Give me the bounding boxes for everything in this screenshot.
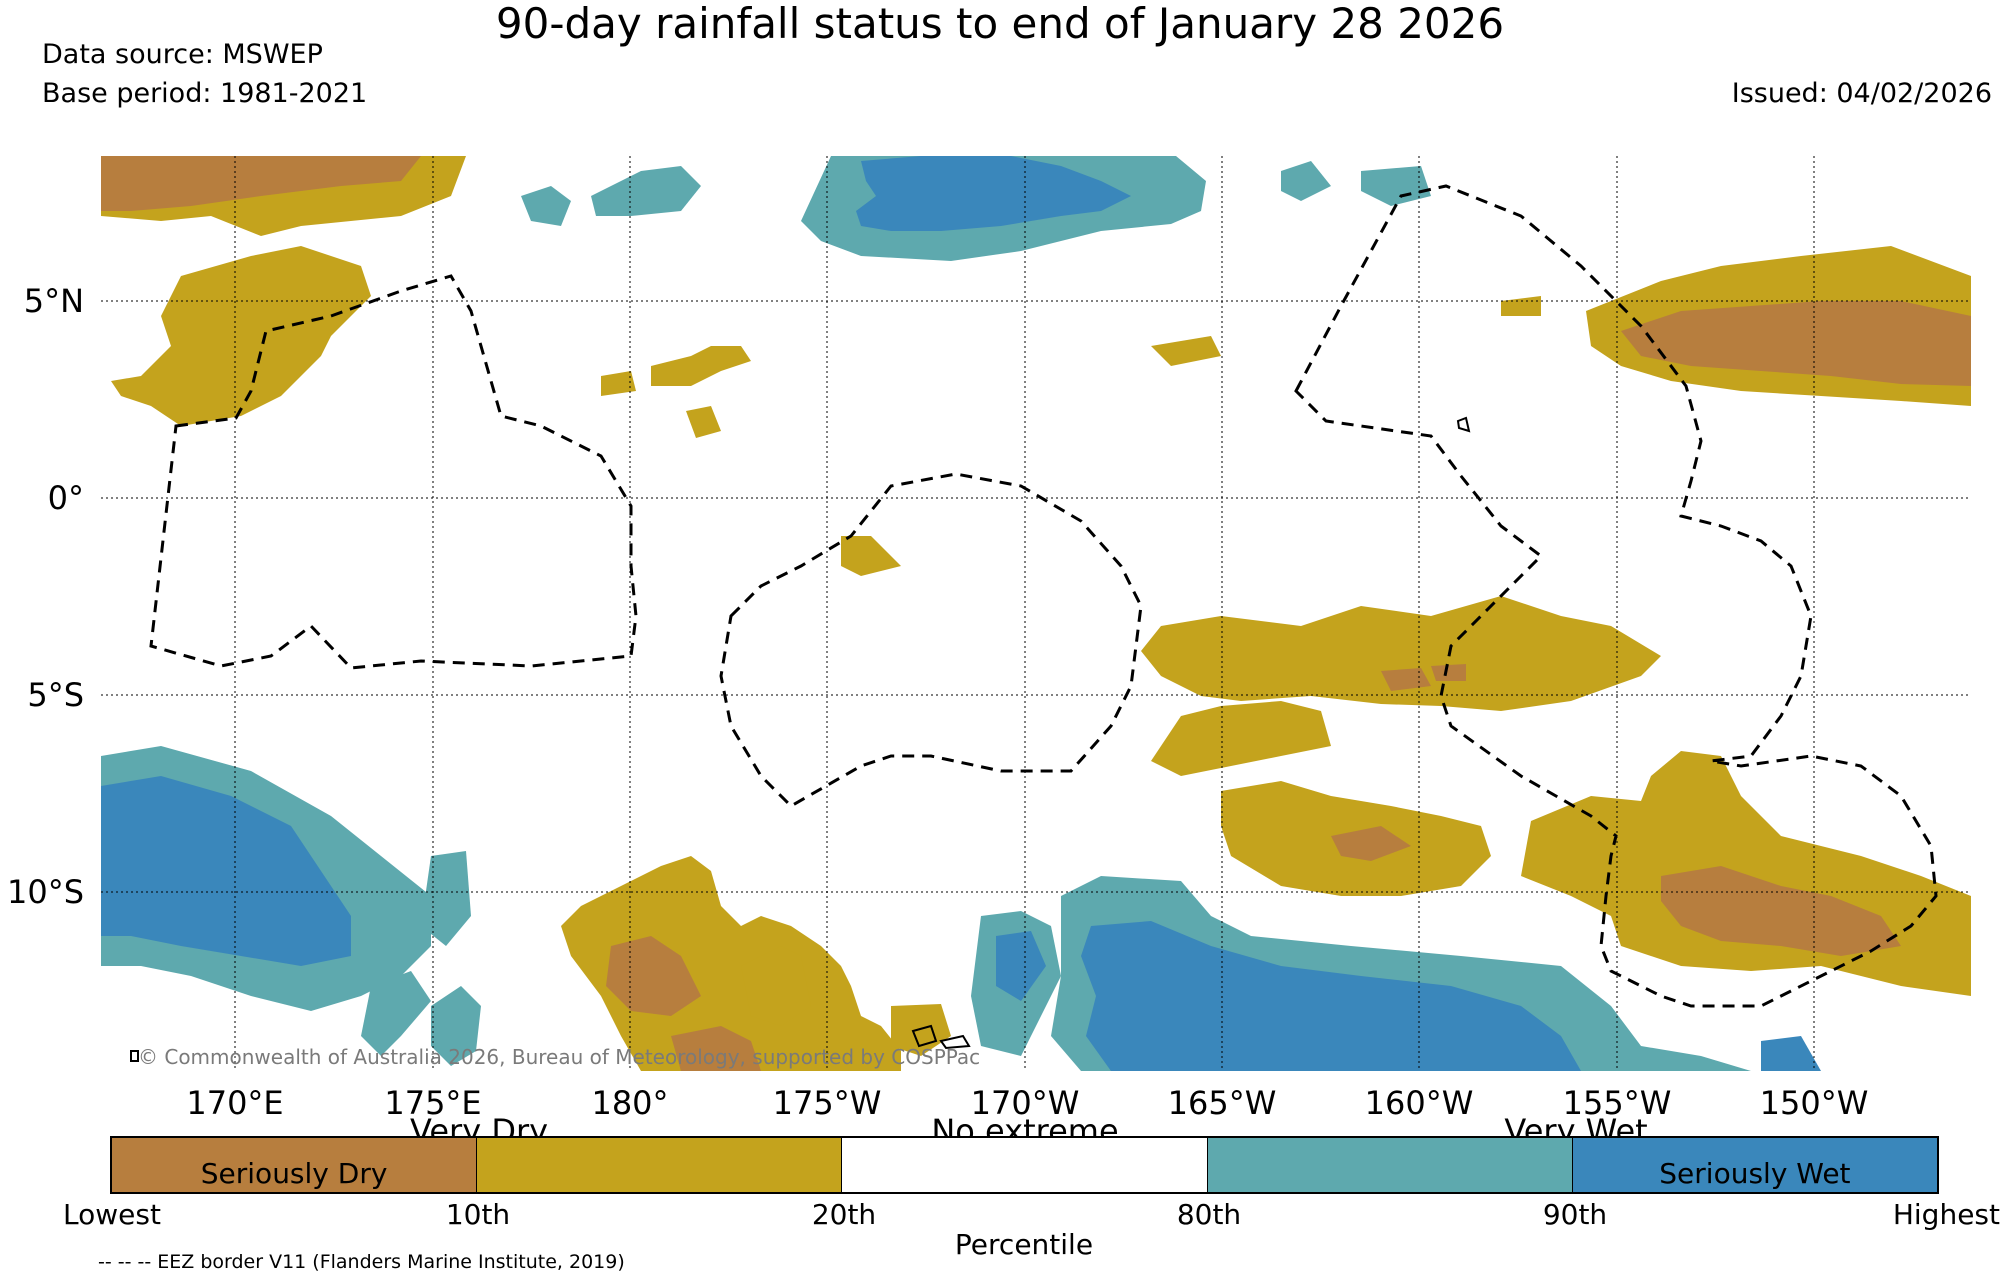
base-period-label: Base period: 1981-2021 — [42, 78, 368, 109]
legend-colorbar: Seriously Dry Seriously Wet — [110, 1136, 1939, 1194]
lon-label-175e: 175°E — [384, 1084, 482, 1122]
lat-label-5n: 5°N — [23, 282, 84, 320]
legend-xlabel: Percentile — [954, 1228, 1094, 1261]
lon-label-170w: 170°W — [970, 1084, 1080, 1122]
issued-date-label: Issued: 04/02/2026 — [1731, 78, 1992, 109]
legend-tick-highest: Highest — [1892, 1198, 2000, 1231]
lat-label-10s: 10°S — [6, 873, 84, 911]
map-title: 90-day rainfall status to end of January… — [495, 0, 1505, 48]
legend-label-seriously-dry: Seriously Dry — [200, 1157, 388, 1190]
lat-label-5s: 5°S — [27, 676, 84, 714]
legend-label-seriously-wet: Seriously Wet — [1659, 1157, 1851, 1190]
lon-label-170e: 170°E — [186, 1084, 284, 1122]
seriously-dry-regions — [101, 156, 1971, 1071]
eez-borders — [149, 184, 1938, 1008]
graticule — [101, 156, 1971, 1071]
legend-tick-80th: 80th — [1176, 1198, 1242, 1231]
lon-label-160w: 160°W — [1364, 1084, 1474, 1122]
legend-tick-20th: 20th — [811, 1198, 877, 1231]
legend-segment-no-extreme — [842, 1138, 1208, 1192]
legend-tick-10th: 10th — [445, 1198, 511, 1231]
legend-tick-lowest: Lowest — [63, 1198, 161, 1231]
data-source-label: Data source: MSWEP — [42, 39, 323, 70]
legend-segment-seriously-wet: Seriously Wet — [1572, 1138, 1938, 1192]
lon-label-175w: 175°W — [772, 1084, 882, 1122]
lon-label-165w: 165°W — [1167, 1084, 1277, 1122]
rainfall-map — [101, 156, 1971, 1071]
copyright-notice: © Commonwealth of Australia 2026, Bureau… — [138, 1045, 981, 1069]
legend-segment-seriously-dry: Seriously Dry — [112, 1138, 478, 1192]
legend-segment-very-wet — [1207, 1138, 1573, 1192]
island-outlines — [130, 416, 1471, 1062]
lat-label-0: 0° — [47, 479, 84, 517]
eez-note: -- -- -- EEZ border V11 (Flanders Marine… — [98, 1251, 625, 1273]
seriously-wet-regions — [101, 156, 1821, 1071]
lon-label-180: 180° — [591, 1084, 669, 1122]
legend-segment-very-dry — [477, 1138, 843, 1192]
legend-tick-90th: 90th — [1542, 1198, 1608, 1231]
lon-label-150w: 150°W — [1759, 1084, 1869, 1122]
lon-label-155w: 155°W — [1562, 1084, 1672, 1122]
